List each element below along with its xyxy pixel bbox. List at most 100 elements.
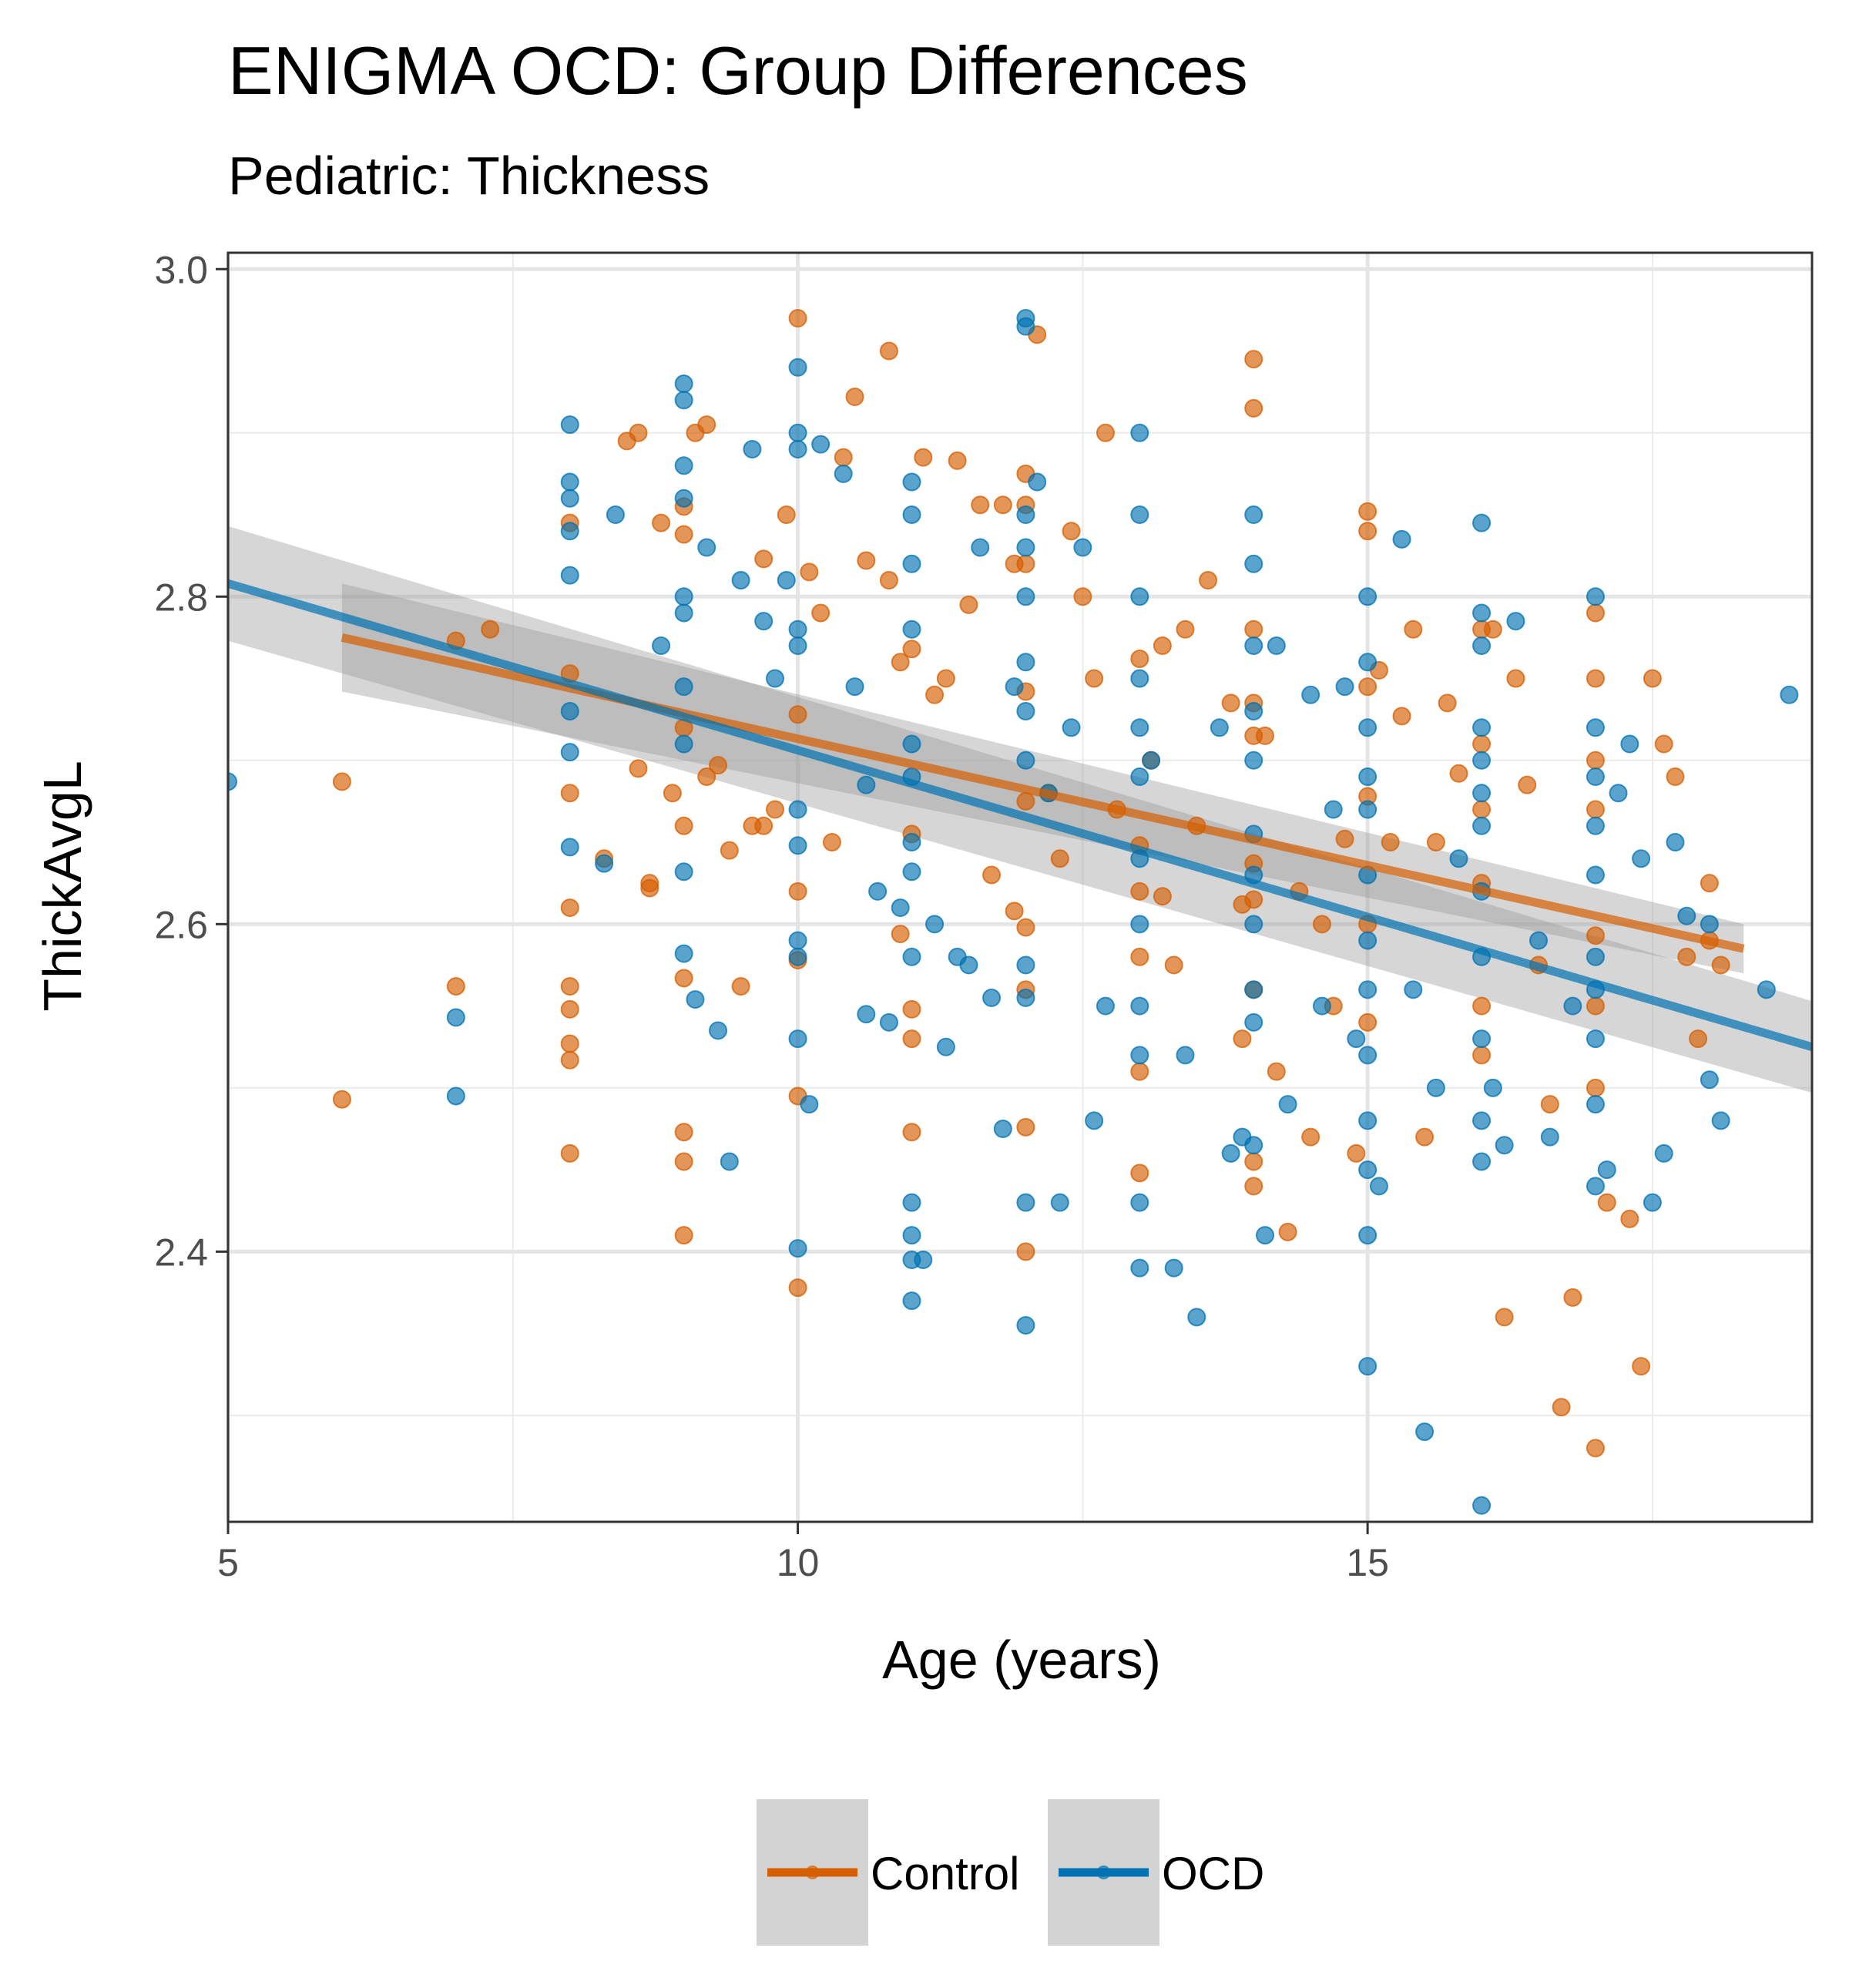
- point-ocd: [1256, 1226, 1275, 1245]
- point-ocd: [1073, 538, 1092, 557]
- point-ocd: [1586, 947, 1605, 966]
- point-control: [1563, 1288, 1582, 1307]
- point-ocd: [1586, 1177, 1605, 1196]
- point-ocd: [674, 374, 693, 394]
- y-axis-title: ThickAvgL: [32, 761, 92, 1012]
- point-control: [971, 495, 990, 515]
- point-control: [788, 705, 807, 724]
- point-ocd: [674, 862, 693, 882]
- point-ocd: [446, 1086, 465, 1106]
- point-ocd: [1278, 1095, 1297, 1114]
- point-control: [674, 969, 693, 988]
- point-control: [652, 513, 671, 532]
- point-control: [788, 309, 807, 328]
- point-ocd: [697, 538, 716, 557]
- point-control: [720, 841, 739, 860]
- point-control: [1016, 1117, 1035, 1137]
- point-control: [754, 549, 773, 569]
- point-ocd: [902, 1291, 921, 1311]
- point-control: [879, 341, 898, 361]
- point-ocd: [674, 603, 693, 623]
- legend: Control OCD: [757, 1799, 1264, 1946]
- point-control: [1005, 902, 1024, 921]
- point-ocd: [652, 636, 671, 656]
- point-ocd: [743, 440, 762, 459]
- point-ocd: [936, 1037, 955, 1056]
- point-control: [1130, 650, 1149, 669]
- point-ocd: [1780, 685, 1799, 704]
- point-ocd: [1586, 816, 1605, 835]
- point-control: [674, 525, 693, 544]
- point-ocd: [1472, 636, 1492, 656]
- point-ocd: [1358, 931, 1378, 950]
- confidence-bands: [228, 526, 1812, 1093]
- chart-title: ENIGMA OCD: Group Differences: [228, 32, 1248, 109]
- point-control: [1472, 734, 1492, 754]
- point-control: [629, 423, 648, 442]
- point-ocd: [1221, 1143, 1240, 1163]
- point-control: [1130, 882, 1149, 901]
- point-ocd: [560, 522, 579, 541]
- point-ocd: [1016, 505, 1035, 525]
- point-control: [914, 448, 933, 467]
- point-control: [1426, 833, 1445, 852]
- point-ocd: [1483, 1078, 1502, 1097]
- point-control: [640, 878, 659, 898]
- point-control: [822, 833, 841, 852]
- point-control: [1244, 1177, 1263, 1196]
- point-control: [1130, 1164, 1149, 1183]
- point-ocd: [720, 1152, 739, 1171]
- point-control: [1643, 669, 1662, 688]
- point-ocd: [1130, 915, 1149, 934]
- point-control: [800, 562, 819, 582]
- point-control: [481, 620, 500, 639]
- point-ocd: [1142, 751, 1161, 770]
- point-control: [674, 1123, 693, 1142]
- point-ocd: [1358, 653, 1378, 672]
- point-control: [1301, 1127, 1320, 1147]
- point-control: [1244, 350, 1263, 369]
- point-ocd: [1016, 751, 1035, 770]
- point-ocd: [606, 505, 625, 525]
- point-ocd: [674, 489, 693, 508]
- point-control: [1586, 603, 1605, 623]
- point-ocd: [1164, 1258, 1183, 1278]
- point-ocd: [1016, 1315, 1035, 1335]
- point-ocd: [1597, 1160, 1616, 1180]
- point-control: [1278, 1222, 1297, 1241]
- point-ocd: [1244, 702, 1263, 721]
- point-ocd: [765, 669, 784, 688]
- point-ocd: [1358, 1111, 1378, 1130]
- point-control: [1050, 849, 1069, 868]
- point-ocd: [1016, 587, 1035, 606]
- y-axis-ticks: 2.4 2.6 2.8 3.0: [154, 248, 228, 1274]
- point-control: [1358, 522, 1378, 541]
- point-control: [1244, 1152, 1263, 1171]
- point-ocd: [1369, 1177, 1388, 1196]
- point-ocd: [1130, 996, 1149, 1016]
- point-ocd: [1358, 1357, 1378, 1376]
- point-ocd: [1335, 677, 1354, 697]
- point-control: [674, 816, 693, 835]
- point-control: [1312, 915, 1331, 934]
- point-ocd: [560, 566, 579, 585]
- x-axis-title: Age (years): [882, 1630, 1161, 1690]
- point-ocd: [788, 800, 807, 819]
- point-ocd: [1016, 317, 1035, 336]
- point-control: [1540, 1095, 1559, 1114]
- point-ocd: [834, 464, 853, 483]
- point-control: [811, 603, 831, 623]
- y-tick-label: 2.6: [154, 903, 208, 946]
- point-control: [1586, 1439, 1605, 1458]
- point-ocd: [959, 955, 978, 975]
- point-control: [948, 451, 967, 470]
- point-ocd: [857, 775, 876, 794]
- point-ocd: [1609, 784, 1628, 803]
- y-tick-label: 3.0: [154, 248, 208, 291]
- point-control: [1597, 1193, 1616, 1212]
- point-ocd: [845, 677, 864, 697]
- point-ocd: [674, 734, 693, 754]
- point-ocd: [228, 772, 237, 791]
